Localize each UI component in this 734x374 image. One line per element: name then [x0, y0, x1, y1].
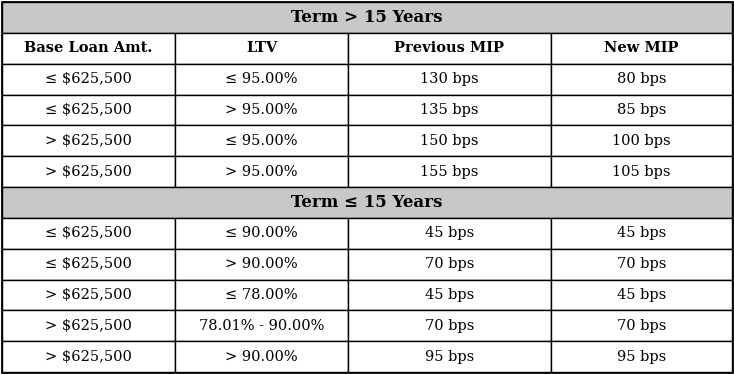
Bar — [348, 95, 551, 125]
Bar — [551, 218, 732, 249]
Bar — [348, 64, 551, 95]
Bar — [2, 64, 175, 95]
Bar — [175, 95, 348, 125]
Bar — [551, 310, 732, 341]
Text: Term > 15 Years: Term > 15 Years — [291, 9, 443, 26]
Bar — [348, 33, 551, 64]
Bar — [551, 33, 732, 64]
Text: > $625,500: > $625,500 — [45, 134, 132, 148]
Bar — [2, 218, 175, 249]
Text: 45 bps: 45 bps — [425, 288, 474, 302]
Text: > 90.00%: > 90.00% — [225, 257, 298, 271]
Text: ≤ $625,500: ≤ $625,500 — [45, 103, 132, 117]
Bar — [551, 341, 732, 372]
Bar — [348, 218, 551, 249]
Text: 70 bps: 70 bps — [425, 319, 474, 333]
Text: 135 bps: 135 bps — [421, 103, 479, 117]
Text: 78.01% - 90.00%: 78.01% - 90.00% — [199, 319, 324, 333]
Bar — [2, 341, 175, 372]
Bar — [175, 218, 348, 249]
Text: > 90.00%: > 90.00% — [225, 350, 298, 364]
Text: 95 bps: 95 bps — [617, 350, 666, 364]
Bar — [175, 341, 348, 372]
Text: 155 bps: 155 bps — [421, 165, 479, 178]
Bar — [175, 279, 348, 310]
Bar — [551, 95, 732, 125]
Text: Term ≤ 15 Years: Term ≤ 15 Years — [291, 194, 443, 211]
Bar — [175, 156, 348, 187]
Text: ≤ $625,500: ≤ $625,500 — [45, 257, 132, 271]
Text: > 95.00%: > 95.00% — [225, 165, 298, 178]
Bar — [2, 310, 175, 341]
Bar — [175, 310, 348, 341]
Text: 45 bps: 45 bps — [617, 226, 666, 240]
Bar — [2, 125, 175, 156]
Text: > $625,500: > $625,500 — [45, 165, 132, 178]
Text: 150 bps: 150 bps — [421, 134, 479, 148]
Bar — [348, 156, 551, 187]
Bar — [2, 279, 175, 310]
Text: 100 bps: 100 bps — [612, 134, 671, 148]
Text: ≤ 95.00%: ≤ 95.00% — [225, 72, 298, 86]
Text: 70 bps: 70 bps — [425, 257, 474, 271]
Bar — [348, 310, 551, 341]
Text: > $625,500: > $625,500 — [45, 319, 132, 333]
Bar — [2, 156, 175, 187]
Text: 45 bps: 45 bps — [617, 288, 666, 302]
Text: 80 bps: 80 bps — [617, 72, 666, 86]
Bar — [551, 249, 732, 279]
Bar — [175, 33, 348, 64]
Bar — [348, 279, 551, 310]
Text: New MIP: New MIP — [604, 41, 679, 55]
Text: ≤ $625,500: ≤ $625,500 — [45, 226, 132, 240]
Bar — [551, 156, 732, 187]
Text: 105 bps: 105 bps — [612, 165, 671, 178]
Text: ≤ 78.00%: ≤ 78.00% — [225, 288, 298, 302]
Text: 130 bps: 130 bps — [420, 72, 479, 86]
Bar — [2, 33, 175, 64]
Bar — [551, 125, 732, 156]
Bar — [551, 279, 732, 310]
Bar — [2, 187, 732, 218]
Bar — [348, 341, 551, 372]
Bar — [348, 249, 551, 279]
Bar — [2, 2, 732, 33]
Text: ≤ 90.00%: ≤ 90.00% — [225, 226, 298, 240]
Text: > $625,500: > $625,500 — [45, 350, 132, 364]
Text: ≤ 95.00%: ≤ 95.00% — [225, 134, 298, 148]
Text: 70 bps: 70 bps — [617, 257, 666, 271]
Bar — [175, 125, 348, 156]
Text: 95 bps: 95 bps — [425, 350, 474, 364]
Bar — [2, 249, 175, 279]
Bar — [175, 64, 348, 95]
Text: Base Loan Amt.: Base Loan Amt. — [24, 41, 153, 55]
Text: > 95.00%: > 95.00% — [225, 103, 298, 117]
Text: LTV: LTV — [246, 41, 277, 55]
Text: Previous MIP: Previous MIP — [394, 41, 504, 55]
Bar — [2, 95, 175, 125]
Bar — [551, 64, 732, 95]
Bar — [175, 249, 348, 279]
Text: 85 bps: 85 bps — [617, 103, 666, 117]
Text: > $625,500: > $625,500 — [45, 288, 132, 302]
Bar — [348, 125, 551, 156]
Text: ≤ $625,500: ≤ $625,500 — [45, 72, 132, 86]
Text: 45 bps: 45 bps — [425, 226, 474, 240]
Text: 70 bps: 70 bps — [617, 319, 666, 333]
